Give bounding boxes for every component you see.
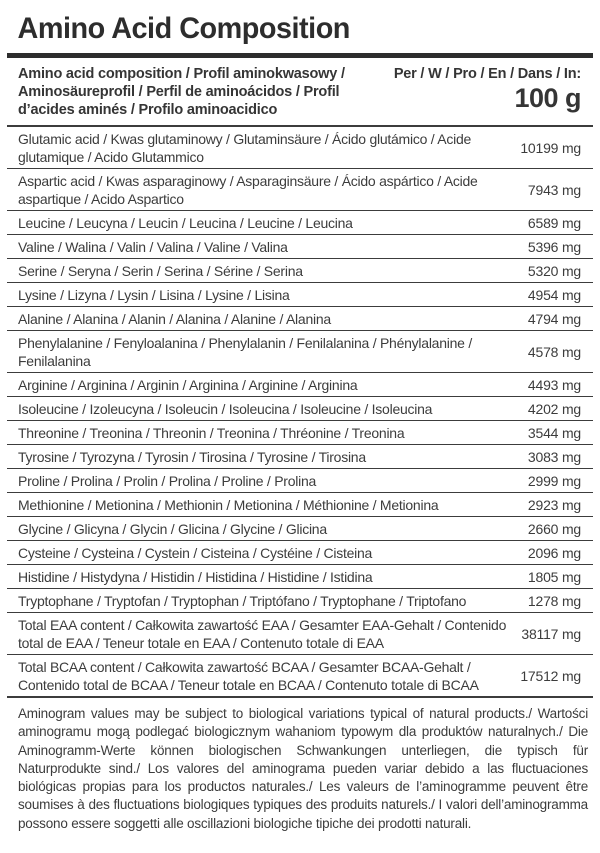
- amino-acid-label: Amino Acid Composition Amino acid compos…: [7, 12, 593, 831]
- table-row: Methionine / Metionina / Methionin / Met…: [7, 493, 593, 517]
- table-row: Arginine / Arginina / Arginin / Arginina…: [7, 373, 593, 397]
- amino-acid-value: 4578 mg: [527, 343, 581, 360]
- amino-acid-names: Histidine / Histydyna / Histidin / Histi…: [18, 568, 373, 585]
- table-row: Alanine / Alanina / Alanin / Alanina / A…: [7, 307, 593, 331]
- amino-acid-value: 3083 mg: [527, 448, 581, 465]
- amino-acid-names: Threonine / Treonina / Threonin / Treoni…: [18, 424, 405, 441]
- table-row: Tyrosine / Tyrozyna / Tyrosin / Tirosina…: [7, 445, 593, 469]
- table-row: Lysine / Lizyna / Lysin / Lisina / Lysin…: [7, 283, 593, 307]
- amino-acid-value: 4202 mg: [527, 400, 581, 417]
- amino-acid-names: Glycine / Glicyna / Glycin / Glicina / G…: [18, 520, 327, 537]
- table-row: Serine / Seryna / Serin / Serina / Sérin…: [7, 259, 593, 283]
- page-title: Amino Acid Composition: [17, 12, 351, 45]
- table-header-row: Amino acid composition / Profil aminokwa…: [7, 58, 593, 127]
- amino-acid-names: Proline / Prolina / Prolin / Prolina / P…: [18, 472, 317, 489]
- amino-acid-names: Isoleucine / Izoleucyna / Isoleucin / Is…: [18, 400, 433, 417]
- table-row: Proline / Prolina / Prolin / Prolina / P…: [7, 469, 593, 493]
- amino-acid-names: Phenylalanine / Fenyloalanina / Phenylal…: [18, 334, 472, 369]
- amino-acid-value: 2923 mg: [527, 496, 581, 513]
- amino-acid-names: Aspartic acid / Kwas asparaginowy / Aspa…: [18, 172, 478, 207]
- amino-acid-value: 7943 mg: [527, 181, 581, 198]
- column-header-per-serving: Per / W / Pro / En / Dans / In: 100 g: [394, 65, 593, 113]
- amino-acid-value: 4493 mg: [527, 376, 581, 393]
- table-row: Valine / Walina / Valin / Valina / Valin…: [7, 235, 593, 259]
- amino-acid-names: Alanine / Alanina / Alanin / Alanina / A…: [18, 310, 331, 327]
- amino-acid-names: Cysteine / Cysteina / Cystein / Cisteina…: [18, 544, 373, 561]
- amino-acid-value: 5320 mg: [527, 262, 581, 279]
- amino-acid-value: 4794 mg: [527, 310, 581, 327]
- amino-acid-value: 5396 mg: [527, 238, 581, 255]
- table-row: Histidine / Histydyna / Histidin / Histi…: [7, 565, 593, 589]
- column-header-amino-acids: Amino acid composition / Profil aminokwa…: [18, 66, 345, 118]
- amino-acid-value: 1805 mg: [527, 568, 581, 585]
- table-row: Glutamic acid / Kwas glutaminowy / Gluta…: [7, 127, 593, 169]
- table-row: Total EAA content / Całkowita zawartość …: [7, 613, 593, 655]
- table-row: Cysteine / Cysteina / Cystein / Cisteina…: [7, 541, 593, 565]
- amino-acid-names: Lysine / Lizyna / Lysin / Lisina / Lysin…: [18, 286, 290, 303]
- per-serving-label: Per / W / Pro / En / Dans / In:: [393, 66, 581, 82]
- amino-acid-names: Tryptophane / Tryptofan / Tryptophan / T…: [18, 592, 467, 609]
- amino-acid-value: 2999 mg: [527, 472, 581, 489]
- table-row: Threonine / Treonina / Threonin / Treoni…: [7, 421, 593, 445]
- amino-acid-names: Methionine / Metionina / Methionin / Met…: [18, 496, 439, 513]
- amino-acid-value: 3544 mg: [527, 424, 581, 441]
- table-row: Tryptophane / Tryptofan / Tryptophan / T…: [7, 589, 593, 613]
- amino-acid-value: 2660 mg: [527, 520, 581, 537]
- table-row: Glycine / Glicyna / Glycin / Glicina / G…: [7, 517, 593, 541]
- amino-acid-names: Glutamic acid / Kwas glutaminowy / Gluta…: [18, 130, 472, 165]
- per-serving-amount: 100 g: [514, 83, 581, 113]
- amino-acid-value: 17512 mg: [520, 667, 581, 684]
- amino-acid-value: 1278 mg: [527, 592, 581, 609]
- amino-acid-value: 10199 mg: [520, 139, 581, 156]
- amino-acid-names: Tyrosine / Tyrozyna / Tyrosin / Tirosina…: [18, 448, 366, 465]
- table-row: Aspartic acid / Kwas asparaginowy / Aspa…: [7, 169, 593, 211]
- amino-acid-value: 4954 mg: [527, 286, 581, 303]
- aminogram-disclaimer: Aminogram values may be subject to biolo…: [18, 706, 588, 831]
- table-row: Phenylalanine / Fenyloalanina / Phenylal…: [7, 331, 593, 373]
- table-row: Isoleucine / Izoleucyna / Isoleucin / Is…: [7, 397, 593, 421]
- table-row: Total BCAA content / Całkowita zawartość…: [7, 655, 593, 698]
- amino-acid-names: Leucine / Leucyna / Leucin / Leucina / L…: [18, 214, 353, 231]
- amino-acid-names: Total BCAA content / Całkowita zawartość…: [18, 658, 479, 693]
- amino-acid-names: Total EAA content / Całkowita zawartość …: [18, 616, 507, 651]
- amino-table-body: Glutamic acid / Kwas glutaminowy / Gluta…: [7, 127, 593, 698]
- amino-acid-value: 2096 mg: [527, 544, 581, 561]
- amino-acid-names: Arginine / Arginina / Arginin / Arginina…: [18, 376, 358, 393]
- amino-acid-names: Valine / Walina / Valin / Valina / Valin…: [18, 238, 288, 255]
- amino-acid-value: 6589 mg: [527, 214, 581, 231]
- amino-acid-names: Serine / Seryna / Serin / Serina / Sérin…: [18, 262, 303, 279]
- amino-acid-value: 38117 mg: [521, 625, 581, 642]
- title-divider: [7, 53, 593, 58]
- table-row: Leucine / Leucyna / Leucin / Leucina / L…: [7, 211, 593, 235]
